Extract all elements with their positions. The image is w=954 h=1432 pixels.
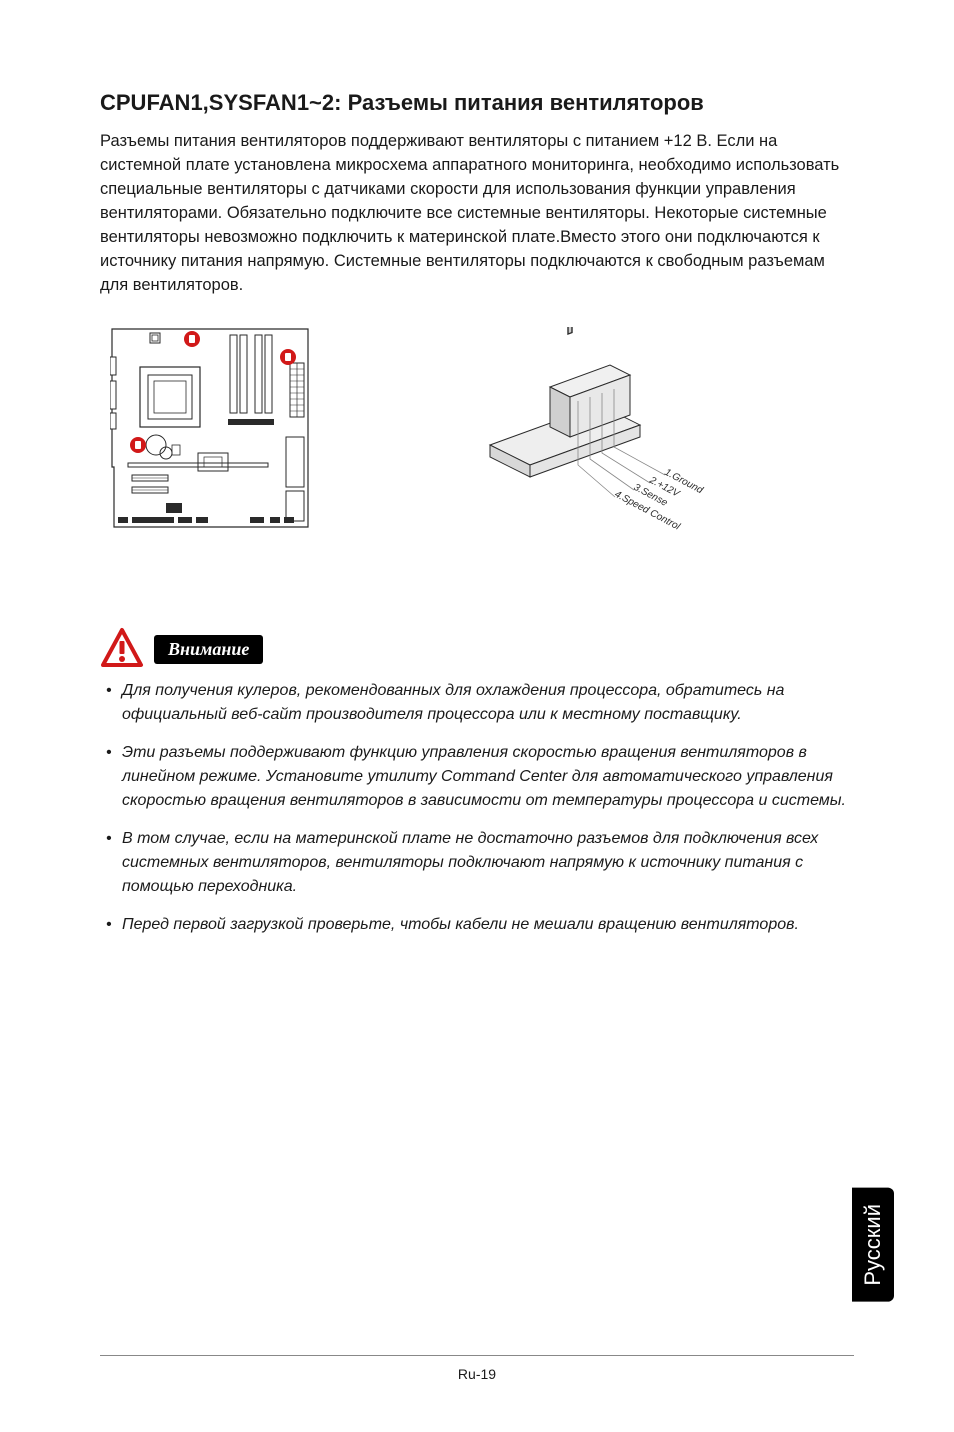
section-body: Разъемы питания вентиляторов поддерживаю… — [100, 130, 854, 297]
warning-item: В том случае, если на материнской плате … — [100, 827, 854, 899]
warning-label: Внимание — [154, 635, 263, 664]
motherboard-diagram — [110, 327, 310, 537]
warning-header: Внимание — [100, 627, 854, 671]
diagram-row: 1.Ground 2.+12V 3.Sense 4.Speed Control — [100, 327, 854, 547]
section-title: CPUFAN1,SYSFAN1~2: Разъемы питания венти… — [100, 90, 854, 116]
warning-item: Эти разъемы поддерживают функцию управле… — [100, 741, 854, 813]
language-tab: Русский — [852, 1188, 894, 1302]
warning-item: Для получения кулеров, рекомендованных д… — [100, 679, 854, 727]
warning-block: Внимание Для получения кулеров, рекоменд… — [100, 627, 854, 937]
page-number: Ru-19 — [458, 1366, 496, 1382]
warning-list: Для получения кулеров, рекомендованных д… — [100, 679, 854, 937]
fan-connector-diagram: 1.Ground 2.+12V 3.Sense 4.Speed Control — [450, 327, 730, 547]
warning-icon — [100, 627, 144, 671]
warning-item: Перед первой загрузкой проверьте, чтобы … — [100, 913, 854, 937]
page-footer: Ru-19 — [100, 1355, 854, 1382]
